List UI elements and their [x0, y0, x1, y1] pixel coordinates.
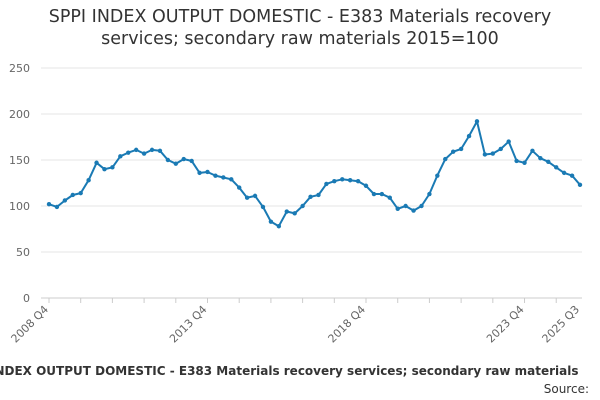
y-tick-label: 50	[16, 246, 30, 259]
data-point	[490, 151, 496, 156]
data-point	[371, 191, 377, 197]
data-point	[213, 173, 218, 178]
y-tick-label: 100	[9, 200, 30, 213]
data-point	[522, 160, 527, 165]
data-point	[577, 182, 583, 188]
data-point	[347, 178, 353, 183]
data-point	[133, 147, 139, 153]
data-point	[363, 183, 369, 188]
chart-title-line-2: services; secondary raw materials 2015=1…	[101, 29, 499, 49]
data-point	[292, 211, 297, 216]
data-point	[205, 169, 210, 175]
y-tick-label: 150	[9, 154, 30, 167]
data-point	[70, 192, 75, 198]
data-point	[379, 191, 385, 197]
data-point	[419, 203, 424, 209]
data-point	[395, 206, 400, 211]
x-tick-label: 2013 Q4	[167, 303, 210, 346]
y-tick-label: 250	[9, 62, 30, 75]
data-point	[157, 148, 163, 153]
data-point	[514, 158, 519, 164]
data-point	[94, 160, 99, 165]
data-point	[530, 148, 535, 153]
data-point	[411, 208, 416, 213]
data-point	[474, 119, 480, 124]
data-point	[554, 165, 559, 170]
x-tick-label: 2025 Q3	[540, 303, 583, 346]
data-point	[316, 192, 321, 198]
legend-caption: INDEX OUTPUT DOMESTIC - E383 Materials r…	[0, 364, 579, 378]
data-point	[62, 198, 68, 203]
data-point	[141, 151, 147, 156]
data-point	[197, 170, 202, 176]
data-point	[78, 190, 83, 196]
data-point	[443, 156, 448, 162]
data-point	[403, 203, 408, 209]
data-point	[102, 167, 107, 172]
data-point	[54, 204, 60, 210]
data-point	[252, 193, 258, 199]
data-point	[387, 195, 392, 200]
data-point	[189, 158, 194, 164]
data-point	[561, 170, 567, 176]
data-point	[427, 191, 432, 197]
data-point	[355, 178, 361, 184]
data-point	[546, 159, 551, 165]
data-point	[221, 175, 226, 180]
data-point	[340, 177, 345, 182]
data-point	[237, 185, 242, 190]
x-tick-label: 2008 Q4	[9, 303, 52, 346]
x-tick-label: 2018 Q4	[326, 303, 369, 346]
data-point	[229, 177, 234, 182]
data-point	[332, 178, 337, 184]
data-point	[276, 224, 282, 229]
data-point	[466, 133, 472, 139]
chart-title: SPPI INDEX OUTPUT DOMESTIC - E383 Materi…	[0, 6, 600, 50]
data-point	[118, 154, 123, 159]
data-point	[308, 194, 313, 199]
data-point	[260, 204, 266, 210]
y-tick-label: 0	[23, 292, 30, 305]
data-point	[244, 195, 250, 200]
chart-title-line-1: SPPI INDEX OUTPUT DOMESTIC - E383 Materi…	[48, 7, 552, 27]
data-point	[450, 149, 456, 154]
data-point	[181, 156, 186, 162]
data-point	[538, 155, 543, 161]
series-line	[48, 120, 581, 228]
data-point	[110, 165, 115, 170]
data-point	[435, 173, 440, 178]
x-tick-label: 2023 Q4	[484, 303, 527, 346]
data-point	[324, 181, 329, 187]
data-point	[46, 201, 52, 207]
data-point	[149, 147, 155, 153]
data-point	[268, 219, 274, 224]
data-point	[173, 161, 179, 166]
data-point	[498, 146, 503, 152]
source-note: Source:	[543, 382, 589, 396]
data-point	[86, 178, 91, 183]
data-point	[482, 152, 488, 157]
data-point	[126, 150, 131, 155]
data-point	[569, 173, 575, 178]
data-point	[284, 209, 289, 214]
y-tick-label: 200	[9, 108, 30, 121]
data-point	[300, 203, 305, 209]
data-point	[506, 139, 511, 144]
data-point	[458, 146, 464, 152]
data-point	[165, 157, 171, 163]
